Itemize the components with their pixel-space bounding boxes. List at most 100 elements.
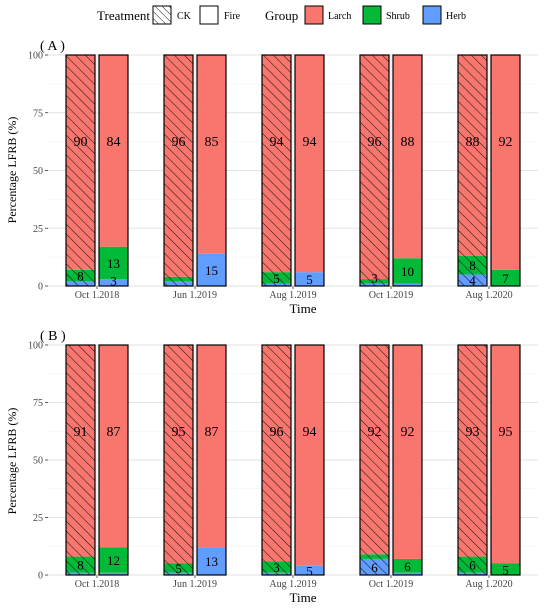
bar-hatch xyxy=(360,55,389,286)
data-label-larch: 88 xyxy=(401,135,415,150)
y-tick-label: 100 xyxy=(28,341,43,352)
bar-outline xyxy=(196,54,227,287)
data-label-larch: 92 xyxy=(368,425,382,440)
data-label-larch: 92 xyxy=(401,425,415,440)
data-label-herb: 13 xyxy=(205,554,218,569)
bar-segment-larch xyxy=(491,55,520,270)
y-tick-label: 75 xyxy=(33,108,43,119)
legend-ck-label: CK xyxy=(177,11,192,22)
legend-shrub-label: Shrub xyxy=(386,11,410,22)
x-axis-label: Time xyxy=(290,301,317,316)
bar-segment-herb xyxy=(99,572,128,575)
bar-segment-herb xyxy=(197,547,226,575)
bar-hatch xyxy=(262,55,291,286)
y-tick-label: 0 xyxy=(38,282,43,293)
bar-hatch xyxy=(458,55,487,286)
data-label-larch: 91 xyxy=(74,425,88,440)
data-label-larch: 92 xyxy=(499,135,513,150)
bar-segment-herb xyxy=(295,272,324,286)
x-axis-label: Time xyxy=(290,590,317,605)
y-tick-label: 25 xyxy=(33,513,43,524)
bar-hatch xyxy=(66,55,95,286)
bar-ck: 96 3 xyxy=(359,54,390,287)
legend-fire-label: Fire xyxy=(224,11,241,22)
y-tick-label: 75 xyxy=(33,398,43,409)
bar-segment-herb xyxy=(99,279,128,286)
bar-segment-larch xyxy=(393,345,422,559)
data-label-shrub: 13 xyxy=(107,256,120,271)
bar-ck: 96 xyxy=(163,54,194,287)
bar-outline xyxy=(490,54,521,287)
data-label-shrub: 12 xyxy=(107,553,120,568)
bar-outline xyxy=(98,54,129,287)
bar-outline xyxy=(392,54,423,287)
bar-ck: 96 3 xyxy=(261,344,292,576)
legend-treatment-title: Treatment xyxy=(97,8,150,23)
data-label-herb: 15 xyxy=(205,263,218,278)
data-label-larch: 94 xyxy=(270,135,284,150)
bar-hatch xyxy=(164,55,193,286)
data-label-herb: 5 xyxy=(306,272,313,287)
bar-segment-herb xyxy=(393,283,422,286)
bar-fire: 88 10 xyxy=(392,54,423,287)
bar-segment-shrub xyxy=(491,269,520,286)
bar-outline xyxy=(196,344,227,576)
x-tick-label: Aug 1.2019 xyxy=(269,579,316,590)
x-tick-label: Jun 1.2019 xyxy=(173,579,217,590)
y-tick-label: 100 xyxy=(28,51,43,62)
data-label-shrub: 3 xyxy=(371,271,378,286)
legend-herb-label: Herb xyxy=(446,11,466,22)
legend-ck-key xyxy=(152,5,172,25)
data-label-shrub: 5 xyxy=(175,561,182,576)
bar-hatch xyxy=(360,345,389,575)
data-label-herb: 3 xyxy=(110,274,117,289)
y-tick-label: 50 xyxy=(33,456,43,467)
bar-fire: 94 5 xyxy=(294,54,325,287)
bar-segment-shrub xyxy=(393,558,422,573)
data-label-shrub: 8 xyxy=(469,258,476,273)
data-label-shrub: 5 xyxy=(273,271,280,286)
bar-fire: 85 15 xyxy=(196,54,227,287)
bar-segment-larch xyxy=(295,345,324,566)
bar-segment-larch xyxy=(491,345,520,564)
bar-segment-shrub xyxy=(491,563,520,575)
data-label-larch: 85 xyxy=(205,135,219,150)
bar-segment-shrub xyxy=(99,246,128,280)
bar-fire: 92 7 xyxy=(490,54,521,287)
bar-outline xyxy=(261,344,292,576)
data-label-larch: 96 xyxy=(172,135,186,150)
bar-ck: 91 8 xyxy=(65,344,96,576)
x-tick-label: Aug 1.2019 xyxy=(269,290,316,301)
data-label-larch: 95 xyxy=(172,425,186,440)
data-label-shrub: 6 xyxy=(469,558,476,573)
bar-segment-herb xyxy=(295,565,324,575)
x-tick-label: Jun 1.2019 xyxy=(173,290,217,301)
data-label-larch: 87 xyxy=(107,425,121,440)
y-axis-label: Percentage LFRB (%) xyxy=(5,117,19,224)
data-label-shrub: 3 xyxy=(273,560,280,575)
bar-outline xyxy=(490,344,521,576)
data-label-shrub: 7 xyxy=(502,271,509,286)
data-label-shrub: 10 xyxy=(401,264,414,279)
bar-hatch xyxy=(262,345,291,575)
legend-fire-key xyxy=(199,5,219,25)
panel-b: 0 25 50 75 100( B ) Percentage LFRB (%) Oct 1.… xyxy=(5,329,538,605)
data-label-larch: 95 xyxy=(499,425,513,440)
x-tick-label: Oct 1.2019 xyxy=(369,579,413,590)
data-label-larch: 94 xyxy=(303,425,317,440)
bar-outline xyxy=(65,344,96,576)
bar-outline xyxy=(163,344,194,576)
data-label-larch: 93 xyxy=(466,425,480,440)
data-label-larch: 87 xyxy=(205,425,219,440)
panel-title: ( B ) xyxy=(40,329,66,344)
y-axis-label: Percentage LFRB (%) xyxy=(5,408,19,515)
bar-ck: 95 5 xyxy=(163,344,194,576)
data-label-larch: 96 xyxy=(270,425,284,440)
legend-shrub-key xyxy=(362,5,382,25)
bar-segment-shrub xyxy=(99,547,128,573)
bar-hatch xyxy=(66,345,95,575)
data-label-larch: 96 xyxy=(368,135,382,150)
